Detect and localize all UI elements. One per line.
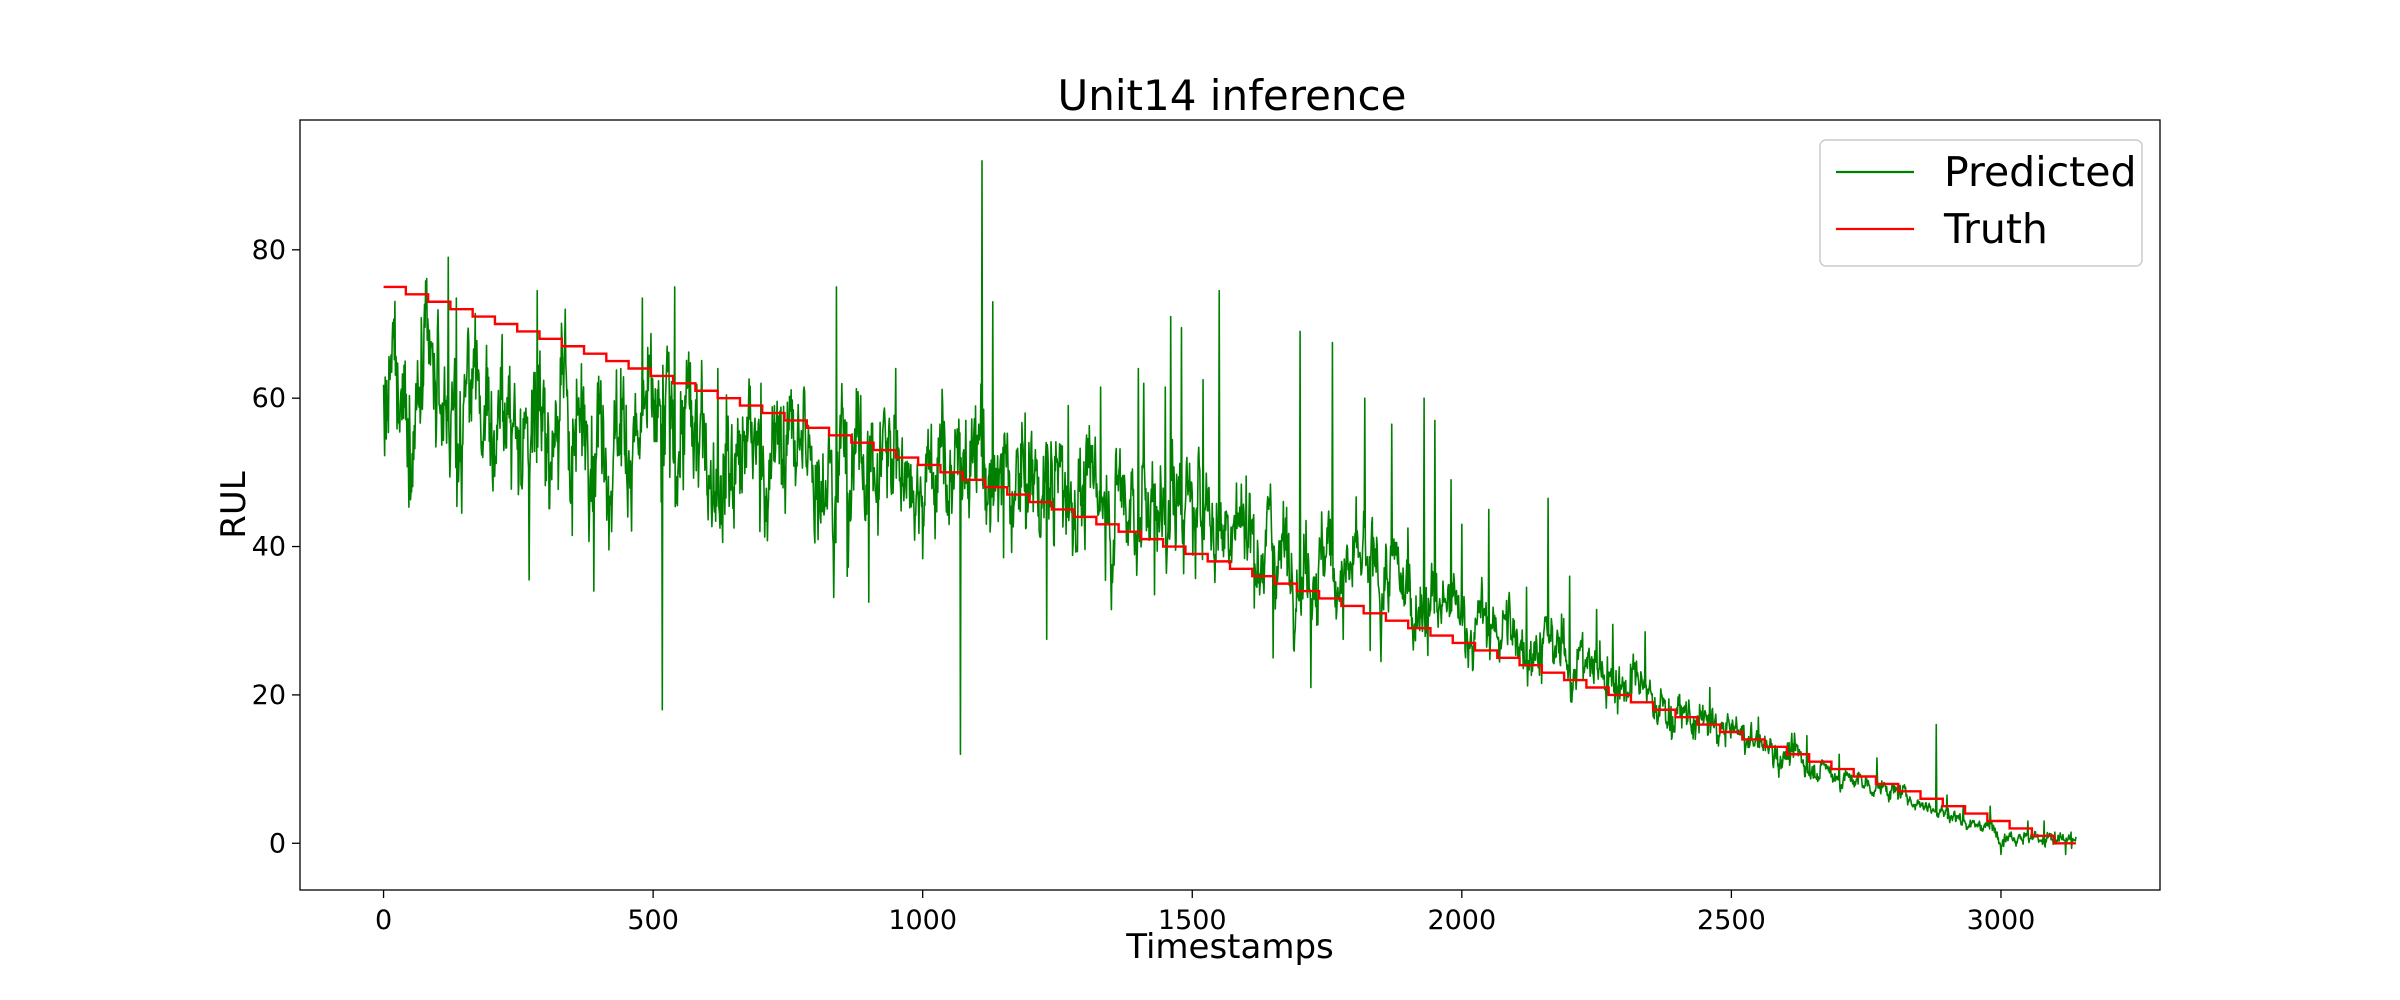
x-tick-label: 1500	[1158, 905, 1227, 936]
predicted-series-line	[382, 160, 2077, 856]
x-tick-label: 1000	[888, 905, 957, 936]
y-tick-label: 0	[269, 828, 286, 859]
legend-predicted-label: Predicted	[1944, 148, 2136, 196]
y-axis: 0 20 40 60 80	[252, 235, 300, 859]
series-layer	[382, 160, 2077, 856]
legend: Predicted Truth	[1819, 139, 2143, 267]
x-axis-title: Timestamps	[1125, 927, 1334, 967]
x-axis: 0 500 1000 1500 2000 2500 3000	[375, 890, 2035, 936]
y-tick-label: 40	[252, 532, 286, 563]
truth-series-line	[383, 285, 2076, 845]
x-tick-label: 3000	[1967, 905, 2036, 936]
x-tick-label: 500	[627, 905, 679, 936]
x-tick-label: 0	[375, 905, 392, 936]
legend-truth-label: Truth	[1943, 205, 2048, 253]
plot-area	[299, 119, 2161, 891]
x-tick-label: 2500	[1697, 905, 1766, 936]
chart-title: Unit14 inference	[1058, 71, 1407, 120]
axes-frame	[299, 119, 2161, 891]
y-axis-title: RUL	[214, 471, 254, 539]
y-tick-label: 60	[252, 383, 286, 414]
x-tick-label: 2000	[1427, 905, 1496, 936]
y-tick-label: 20	[252, 680, 286, 711]
y-tick-label: 80	[252, 235, 286, 266]
